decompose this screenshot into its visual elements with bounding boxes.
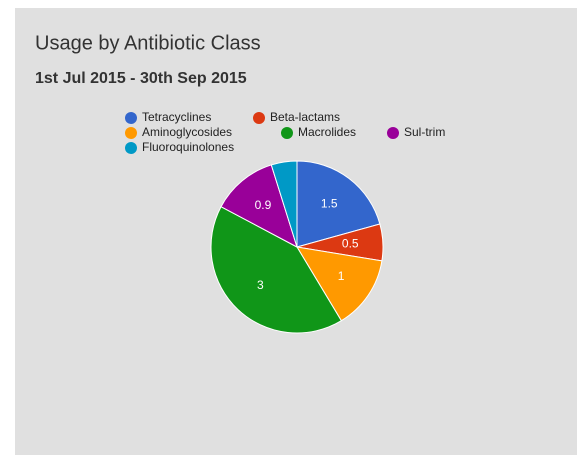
legend-label: Sul-trim xyxy=(404,125,445,139)
legend-swatch xyxy=(387,127,399,139)
legend-label: Fluoroquinolones xyxy=(142,140,234,154)
pie-slice xyxy=(296,246,383,322)
slice-label: 0.9 xyxy=(255,198,272,212)
slice-label: 1 xyxy=(338,269,345,283)
legend-label: Macrolides xyxy=(298,125,356,139)
legend-swatch xyxy=(253,112,265,124)
pie-slice xyxy=(296,160,381,248)
legend-label: Aminoglycosides xyxy=(142,125,232,139)
slice-label: 0.5 xyxy=(342,236,359,250)
pie-slice xyxy=(220,164,298,249)
chart-subtitle: 1st Jul 2015 - 30th Sep 2015 xyxy=(35,70,247,87)
slice-label: 1.5 xyxy=(321,197,338,211)
legend-label: Beta-lactams xyxy=(270,110,340,124)
legend-swatch xyxy=(125,112,137,124)
legend-label: Tetracyclines xyxy=(142,110,211,124)
legend-swatch xyxy=(125,142,137,154)
slice-label: 3 xyxy=(257,278,264,292)
pie-slice xyxy=(210,206,343,334)
legend-swatch xyxy=(281,127,293,139)
chart-title: Usage by Antibiotic Class xyxy=(35,32,261,54)
pie-slice xyxy=(270,160,298,248)
legend-swatch xyxy=(125,127,137,139)
